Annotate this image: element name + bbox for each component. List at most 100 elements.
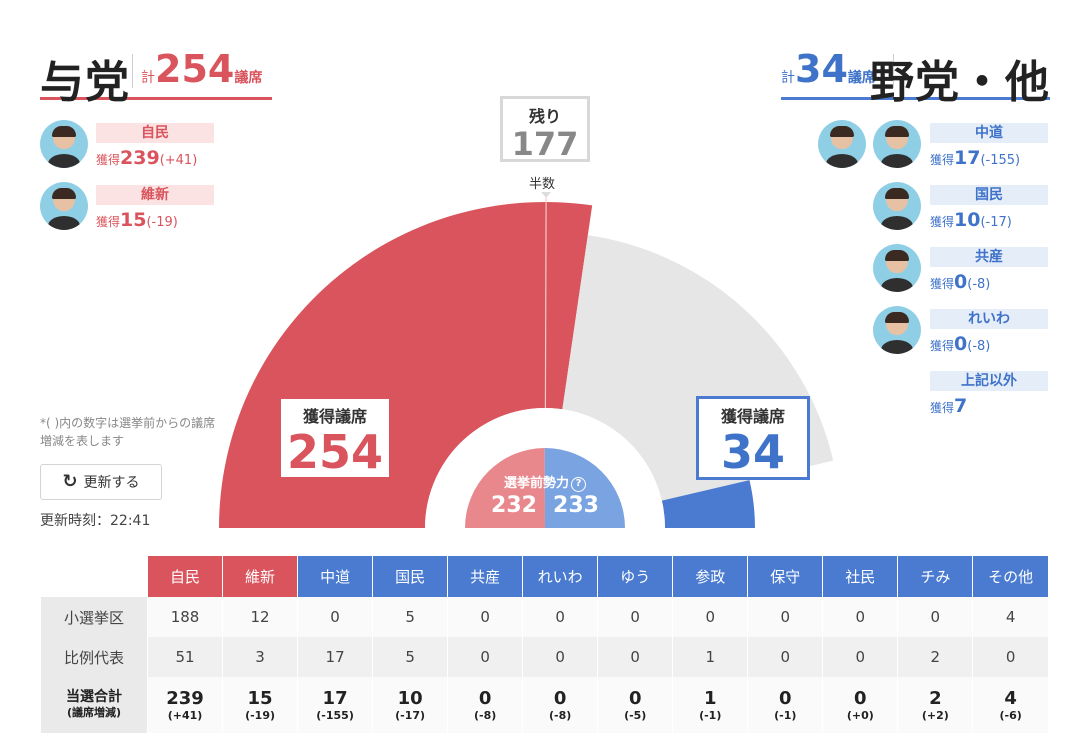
table-cell: 0 bbox=[972, 637, 1048, 677]
refresh-icon: ↻ bbox=[62, 471, 78, 492]
party-card-kokumin: 国民 獲得10(-17) bbox=[930, 182, 1050, 234]
table-cell: 0 bbox=[672, 597, 748, 637]
table-cell: 2 bbox=[897, 637, 973, 677]
table-cell: 188 bbox=[146, 597, 223, 637]
majority-marker bbox=[541, 192, 552, 199]
total-seats: 17 bbox=[322, 687, 348, 709]
total-change: (-5) bbox=[624, 708, 647, 722]
column-header: ゆう bbox=[597, 556, 673, 597]
party-seats: 獲得0(-8) bbox=[930, 271, 991, 293]
opposition-total: 計34議席 bbox=[781, 50, 876, 88]
opposition-seats-value: 34 bbox=[720, 425, 785, 479]
remaining-label: 残り bbox=[528, 107, 561, 126]
party-name: 中道 bbox=[930, 123, 1048, 143]
party-name: 共産 bbox=[930, 247, 1048, 267]
column-header: その他 bbox=[972, 556, 1048, 597]
total-cell: 0 (-1) bbox=[747, 677, 823, 733]
table-cell: 4 bbox=[972, 597, 1048, 637]
party-name: れいわ bbox=[930, 309, 1048, 329]
refresh-label: 更新する bbox=[83, 475, 140, 491]
pre-election-ruling: 232 bbox=[491, 493, 537, 518]
total-cell: 239 (+41) bbox=[146, 677, 223, 733]
column-header: チみ bbox=[897, 556, 973, 597]
ruling-total-seats: 254 bbox=[155, 47, 235, 91]
total-prefix: 計 bbox=[781, 70, 795, 86]
party-seats: 獲得0(-8) bbox=[930, 333, 991, 355]
total-change: (-17) bbox=[395, 708, 426, 722]
row-label: 比例代表 bbox=[40, 637, 148, 677]
pre-election-ruling-arc bbox=[465, 448, 545, 528]
table-cell: 12 bbox=[222, 597, 298, 637]
remaining-box: 残り 177 bbox=[500, 96, 590, 162]
avatar bbox=[40, 182, 88, 230]
total-seats: 4 bbox=[1004, 687, 1017, 709]
table-cell: 1 bbox=[672, 637, 748, 677]
total-unit: 議席 bbox=[234, 70, 263, 86]
party-seats: 獲得17(-155) bbox=[930, 147, 1021, 169]
total-seats: 0 bbox=[478, 687, 492, 709]
header-divider bbox=[132, 54, 133, 88]
total-change: (-8) bbox=[549, 708, 572, 722]
total-cell: 0 (+0) bbox=[822, 677, 898, 733]
total-cell: 17 (-155) bbox=[297, 677, 373, 733]
updated-time: 更新時刻：22:41 bbox=[40, 513, 151, 529]
party-card-ishin: 維新 獲得15(-19) bbox=[40, 182, 220, 234]
ruling-seats-value: 254 bbox=[286, 425, 384, 479]
avatar bbox=[873, 306, 921, 354]
results-table: 自民 維新 中道 国民 共産 れいわ ゆう 参政 保守 社民 チみ その他 小選挙区 188 12 0 5 0 0… bbox=[40, 556, 1048, 733]
total-change: (-8) bbox=[474, 708, 497, 722]
party-card-reiwa: れいわ 獲得0(-8) bbox=[930, 306, 1050, 358]
opposition-seats-arc bbox=[661, 480, 755, 528]
avatar bbox=[873, 244, 921, 292]
opposition-total-seats: 34 bbox=[795, 47, 848, 91]
total-seats: 239 bbox=[166, 687, 204, 709]
total-prefix: 計 bbox=[141, 70, 155, 86]
ruling-title: 与党 bbox=[40, 57, 130, 108]
total-cell: 1 (-1) bbox=[672, 677, 748, 733]
total-seats: 10 bbox=[397, 687, 423, 709]
table-cell: 0 bbox=[897, 597, 973, 637]
column-header: れいわ bbox=[522, 556, 598, 597]
table-cell: 5 bbox=[372, 597, 448, 637]
table-cell: 0 bbox=[447, 637, 523, 677]
total-unit: 議席 bbox=[847, 70, 876, 86]
total-change: (+2) bbox=[921, 708, 949, 722]
total-seats: 2 bbox=[929, 687, 942, 709]
total-seats: 0 bbox=[854, 687, 867, 709]
column-header: 保守 bbox=[747, 556, 823, 597]
total-change: (-155) bbox=[316, 708, 354, 722]
total-label: 当選合計 bbox=[66, 689, 122, 705]
seat-box-label: 獲得議席 bbox=[302, 407, 367, 426]
opposition-header: 計34議席 野党・他 bbox=[781, 40, 1050, 108]
party-name: 上記以外 bbox=[930, 371, 1048, 391]
ruling-header: 与党 計254議席 bbox=[40, 40, 272, 108]
total-cell: 10 (-17) bbox=[372, 677, 448, 733]
table-cell: 0 bbox=[822, 597, 898, 637]
seat-box-label: 獲得議席 bbox=[720, 407, 785, 426]
total-change: (-19) bbox=[245, 708, 276, 722]
refresh-button[interactable]: ↻ 更新する bbox=[40, 464, 162, 500]
inner-ring bbox=[425, 408, 665, 528]
table-header-row: 自民 維新 中道 国民 共産 れいわ ゆう 参政 保守 社民 チみ その他 bbox=[40, 556, 1048, 597]
table-cell: 0 bbox=[597, 597, 673, 637]
table-cell: 0 bbox=[747, 597, 823, 637]
party-name: 国民 bbox=[930, 185, 1048, 205]
total-seats: 0 bbox=[553, 687, 567, 709]
total-cell: 15 (-19) bbox=[222, 677, 298, 733]
total-cell: 4 (-6) bbox=[972, 677, 1048, 733]
party-card-others: 上記以外 獲得7 bbox=[930, 368, 1050, 420]
total-cell: 2 (+2) bbox=[897, 677, 973, 733]
column-header: 維新 bbox=[222, 556, 298, 597]
total-change: (+41) bbox=[167, 708, 203, 722]
opposition-seats-box: 獲得議席 34 bbox=[696, 396, 810, 480]
table-cell: 51 bbox=[146, 637, 223, 677]
total-change: (-1) bbox=[699, 708, 722, 722]
help-icon[interactable]: ? bbox=[571, 477, 586, 492]
table-cell: 0 bbox=[447, 597, 523, 637]
ruling-total: 計254議席 bbox=[141, 50, 262, 88]
avatar bbox=[40, 120, 88, 168]
table-row: 小選挙区 188 12 0 5 0 0 0 0 0 0 0 4 bbox=[40, 597, 1048, 637]
header-divider bbox=[893, 54, 894, 88]
table-cell: 5 bbox=[372, 637, 448, 677]
opposition-title: 野党・他 bbox=[870, 57, 1050, 108]
